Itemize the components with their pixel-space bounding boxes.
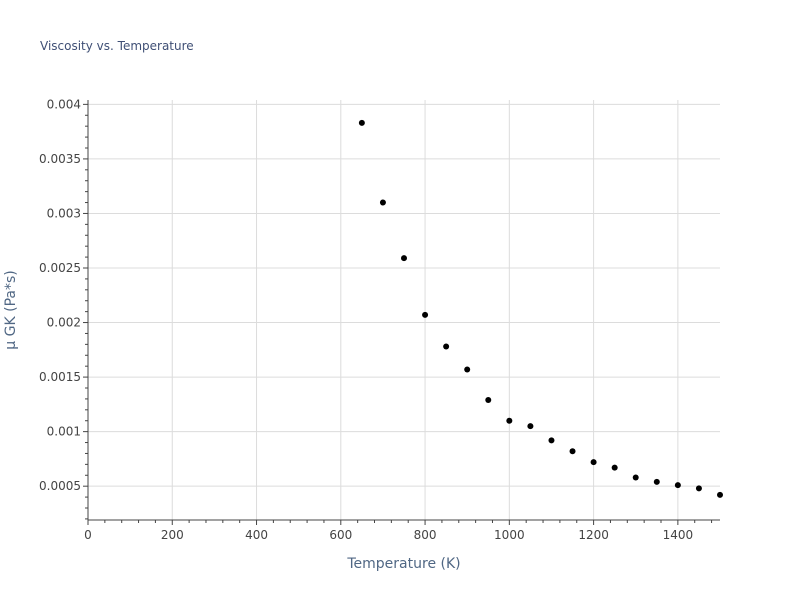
y-tick-label: 0.002 xyxy=(47,316,81,330)
data-point xyxy=(379,199,386,206)
chart-title: Viscosity vs. Temperature xyxy=(40,39,194,53)
x-tick-label: 800 xyxy=(414,528,437,542)
data-point xyxy=(717,491,723,498)
data-point xyxy=(569,448,576,455)
x-tick-label: 0 xyxy=(84,528,92,542)
data-point xyxy=(674,482,681,489)
data-point xyxy=(695,485,702,492)
data-point xyxy=(358,119,365,126)
data-point xyxy=(527,423,534,430)
data-point xyxy=(611,464,618,471)
axes xyxy=(83,100,720,525)
y-axis-title: μ GK (Pa*s) xyxy=(3,270,19,349)
y-tick-label: 0.003 xyxy=(47,206,81,220)
data-point xyxy=(485,397,492,403)
x-tick-label: 600 xyxy=(329,528,352,542)
x-tick-label: 1000 xyxy=(494,528,525,542)
y-tick-label: 0.001 xyxy=(47,425,81,439)
data-point xyxy=(653,478,660,485)
tick-labels: 0 200 400 600 800 1000 1200 1400 0.0005 0.001 0.00… xyxy=(39,97,693,542)
x-tick-label: 200 xyxy=(161,528,184,542)
data-point xyxy=(401,255,407,262)
y-tick-label: 0.0025 xyxy=(39,261,81,275)
y-tick-label: 0.0015 xyxy=(39,370,81,384)
x-tick-label: 400 xyxy=(245,528,268,542)
x-tick-label: 1400 xyxy=(663,528,694,542)
data-point xyxy=(464,366,471,373)
data-points xyxy=(358,119,723,498)
y-tick-label: 0.0005 xyxy=(39,479,81,493)
data-point xyxy=(443,343,450,350)
data-point xyxy=(590,459,597,466)
data-point xyxy=(506,417,513,424)
x-axis-title: Temperature (K) xyxy=(346,556,460,572)
data-point xyxy=(632,474,639,481)
data-point xyxy=(548,437,555,444)
y-tick-label: 0.004 xyxy=(47,97,81,111)
grid-lines xyxy=(88,100,720,520)
x-tick-label: 1200 xyxy=(578,528,609,542)
y-tick-label: 0.0035 xyxy=(39,152,81,166)
data-point xyxy=(422,311,429,318)
